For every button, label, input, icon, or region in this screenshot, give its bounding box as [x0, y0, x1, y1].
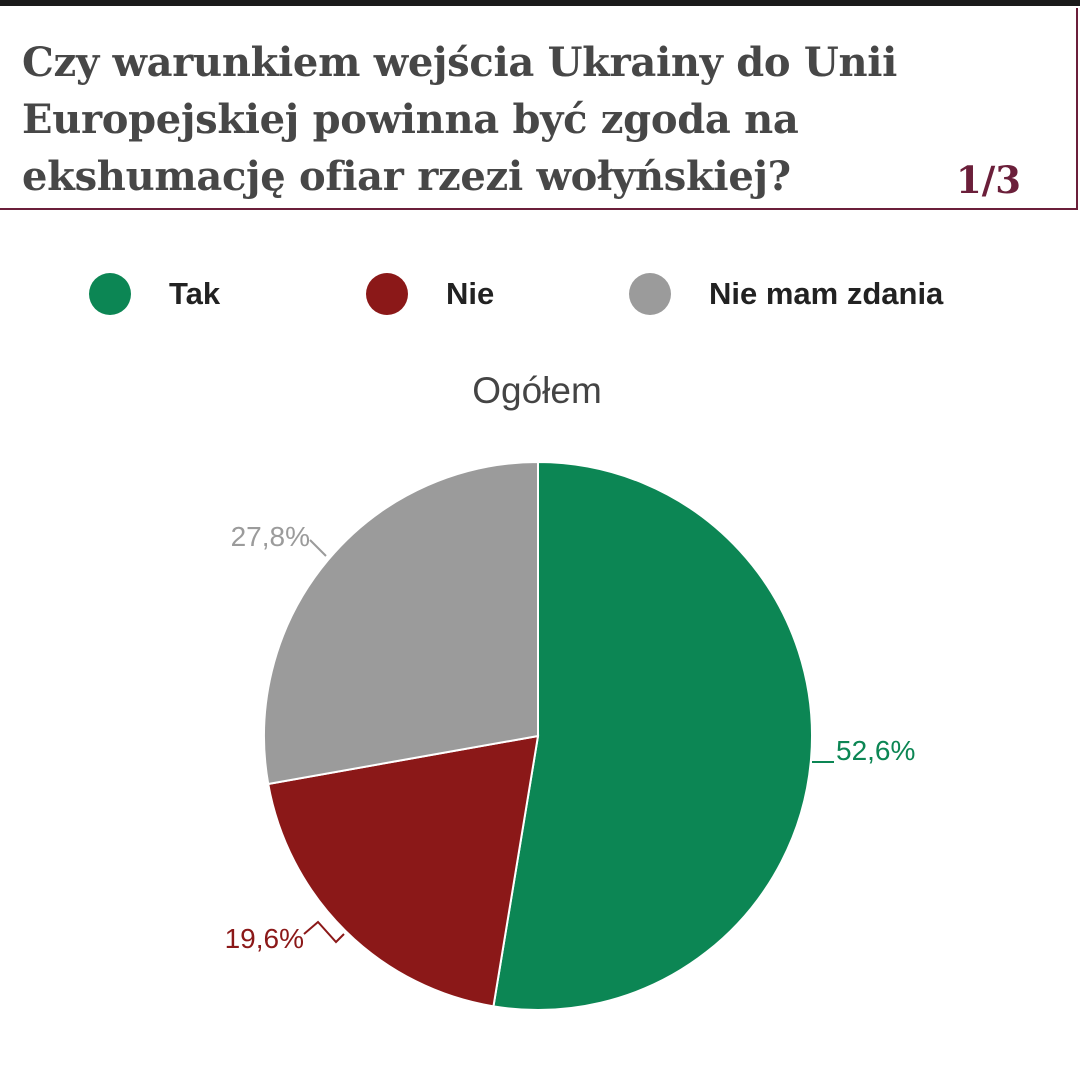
legend-item-nie: Nie	[366, 268, 494, 320]
page-indicator: 1/3	[955, 158, 1021, 202]
legend-item-tak: Tak	[89, 268, 220, 320]
question-title: Czy warunkiem wejścia Ukrainy do Unii Eu…	[22, 39, 898, 200]
legend-label-tak: Tak	[169, 276, 221, 311]
question-header: Czy warunkiem wejścia Ukrainy do Unii Eu…	[0, 8, 1078, 210]
data-label-nie: 19,6%	[225, 923, 304, 954]
legend-label-nie: Nie	[446, 276, 495, 311]
data-label-tak: 52,6%	[836, 735, 915, 766]
data-label-nie-mam-zdania: 27,8%	[231, 521, 310, 552]
legend-item-nie-mam-zdania: Nie mam zdania	[629, 268, 943, 320]
pie-slices	[263, 460, 813, 1011]
legend-swatch-tak	[89, 273, 131, 315]
label-leader-lines	[303, 539, 834, 944]
legend-swatch-nie-mam-zdania	[629, 273, 671, 315]
pie-slice-nie	[267, 734, 540, 1008]
pie-slice-tak	[492, 460, 813, 1011]
chart-title: Ogółem	[472, 370, 602, 411]
legend-swatch-nie	[366, 273, 408, 315]
pie-slice-nie-mam-zdania	[263, 460, 539, 786]
top-bar	[0, 0, 1080, 6]
pie-data-labels: 52,6% 19,6% 27,8%	[225, 521, 916, 954]
leader-line-nie-mam-zdania	[309, 539, 327, 557]
legend-label-nie-mam-zdania: Nie mam zdania	[709, 276, 944, 311]
leader-line-nie	[303, 920, 345, 944]
chart-legend: Tak Nie Nie mam zdania	[0, 268, 1080, 320]
